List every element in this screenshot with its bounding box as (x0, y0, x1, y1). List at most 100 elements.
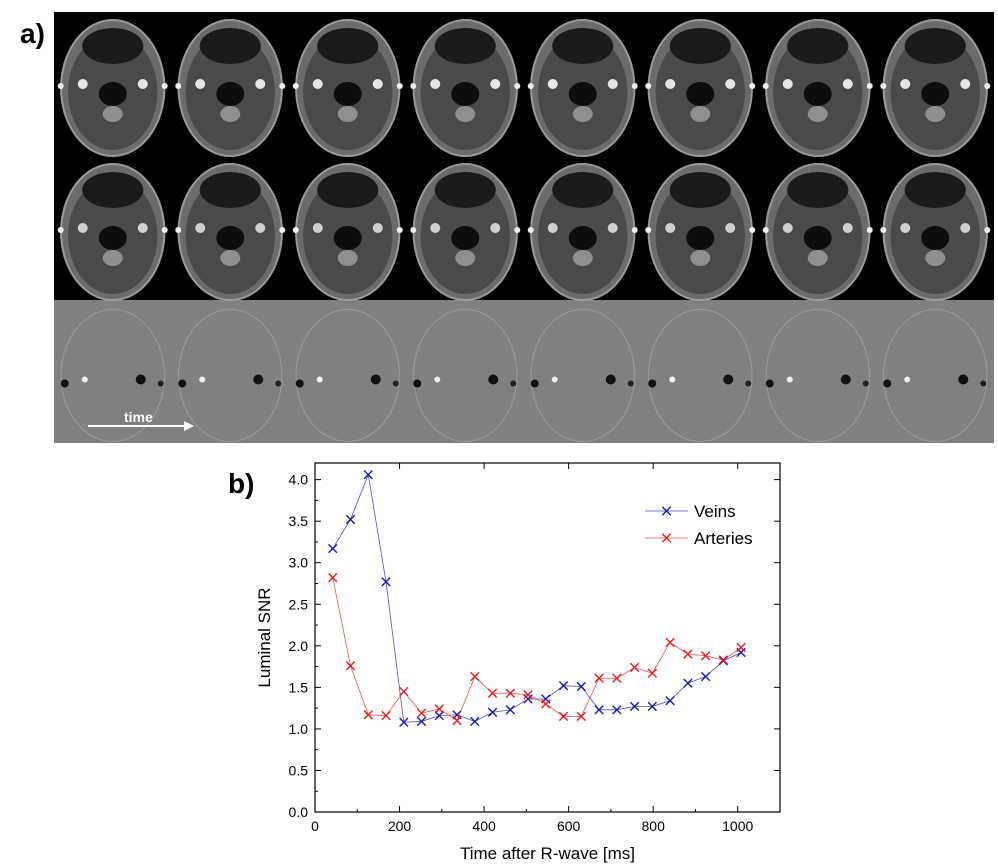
data-point-arteries (576, 711, 587, 722)
series-line-veins (332, 473, 742, 723)
data-point-arteries (345, 661, 356, 671)
time-arrow-head (184, 421, 194, 431)
x-tick-label: 1000 (722, 818, 753, 834)
mri-frame (762, 19, 873, 157)
x-tick-label: 600 (557, 818, 581, 834)
data-point-arteries (452, 715, 462, 726)
mri-frame (413, 309, 518, 442)
legend-label: Arteries (694, 529, 753, 548)
data-point-veins (683, 678, 693, 688)
y-tick-label: 1.5 (289, 679, 309, 695)
mri-frame (527, 163, 638, 301)
mri-frame (530, 309, 635, 442)
data-point-veins (558, 681, 569, 691)
x-tick-label: 800 (642, 818, 666, 834)
data-point-veins (505, 705, 515, 715)
data-point-arteries (434, 704, 444, 714)
y-axis-title: Luminal SNR (255, 587, 274, 687)
data-point-arteries (700, 651, 711, 661)
mri-frame (410, 19, 521, 157)
data-point-veins (647, 701, 658, 712)
data-point-veins (470, 716, 480, 727)
data-point-arteries (736, 642, 746, 653)
data-point-arteries (416, 708, 427, 718)
y-tick-label: 3.5 (289, 513, 309, 529)
mri-frame (292, 163, 403, 301)
mri-frame (60, 309, 165, 442)
data-point-veins (612, 705, 622, 715)
mri-frame (178, 309, 283, 442)
data-point-arteries (470, 671, 480, 682)
data-point-veins (399, 717, 409, 727)
data-point-arteries (381, 710, 391, 721)
snr-chart-svg: 0 200 400 600 800 1000 0.0 0.5 1.0 1.5 2.0 2.5 3.0 3.… (255, 462, 781, 863)
mri-frame (175, 19, 286, 157)
data-point-veins (416, 716, 427, 727)
series-line-arteries (332, 577, 742, 722)
data-point-arteries (612, 673, 622, 683)
data-point-arteries (541, 699, 551, 709)
data-point-arteries (647, 668, 658, 678)
y-tick-label: 2.5 (289, 596, 309, 612)
mri-frame (883, 309, 988, 442)
y-tick-label: 2.0 (289, 638, 309, 654)
mri-frame (175, 163, 286, 301)
data-point-veins (487, 707, 498, 717)
data-point-veins (665, 695, 675, 706)
x-tick-label: 400 (472, 818, 496, 834)
y-tick-label: 0.5 (289, 762, 309, 778)
data-point-arteries (523, 690, 533, 700)
mri-frame (765, 309, 870, 442)
data-point-arteries (665, 637, 675, 648)
data-point-arteries (558, 711, 569, 722)
data-point-arteries (399, 686, 409, 697)
snr-chart: 0 200 400 600 800 1000 0.0 0.5 1.0 1.5 2.0 2.5 3.0 3.… (250, 455, 790, 867)
chart-legend: Veins Arteries (645, 502, 753, 548)
data-point-arteries (505, 688, 515, 698)
data-point-veins (381, 577, 391, 587)
mri-frame (645, 19, 756, 157)
data-point-veins (363, 469, 373, 480)
x-tick-label: 0 (311, 818, 319, 834)
x-tick-label: 200 (388, 818, 412, 834)
data-point-veins (576, 681, 587, 692)
mri-image-grid-svg: time (54, 12, 994, 443)
y-tick-label: 0.0 (289, 804, 309, 820)
panel-b-label: b) (228, 468, 255, 499)
legend-marker (661, 506, 672, 516)
mri-frame (880, 163, 991, 301)
data-point-veins (629, 701, 640, 712)
y-tick-label: 4.0 (289, 472, 309, 488)
plot-frame (314, 462, 781, 813)
mri-frame (527, 19, 638, 157)
data-point-arteries (487, 688, 498, 698)
data-point-veins (594, 705, 604, 715)
data-point-arteries (629, 662, 640, 673)
mri-frame (648, 309, 753, 442)
data-point-arteries (594, 673, 604, 683)
mri-frame (57, 163, 168, 301)
panel-a-label: a) (20, 18, 45, 49)
mri-image-grid: time (54, 12, 994, 443)
x-axis-title: Time after R-wave [ms] (460, 844, 635, 863)
data-point-veins (434, 710, 444, 721)
mri-frame (57, 19, 168, 157)
mri-frame (292, 19, 403, 157)
mri-frame (880, 19, 991, 157)
data-point-arteries (363, 710, 373, 720)
legend-label: Veins (694, 502, 736, 521)
data-point-arteries (683, 649, 693, 659)
mri-frame (762, 163, 873, 301)
time-label: time (124, 409, 153, 425)
y-tick-label: 1.0 (289, 721, 309, 737)
data-point-arteries (328, 572, 338, 583)
data-point-veins (345, 514, 356, 525)
mri-frame (410, 163, 521, 301)
legend-marker (661, 533, 672, 543)
data-point-veins (328, 543, 338, 554)
phase-background (54, 300, 994, 443)
mri-frame (645, 163, 756, 301)
y-tick-label: 3.0 (289, 555, 309, 571)
mri-frame (295, 309, 400, 442)
data-point-arteries (718, 655, 729, 665)
